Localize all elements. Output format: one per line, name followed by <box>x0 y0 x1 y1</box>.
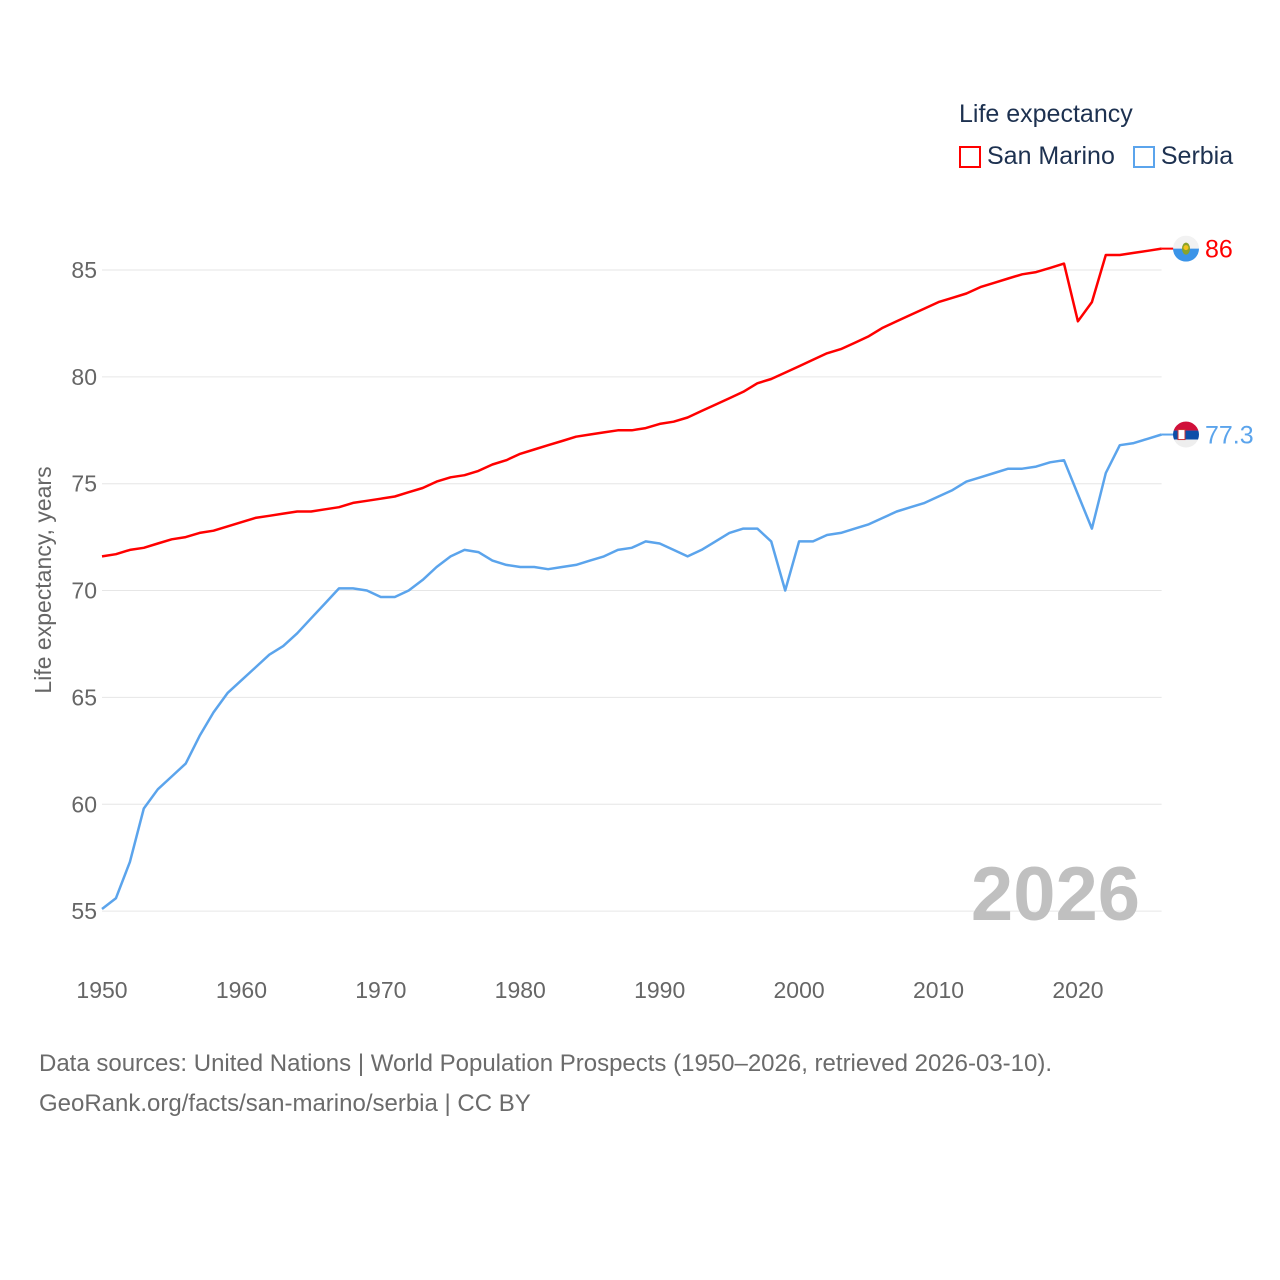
y-tick-label: 80 <box>71 364 97 390</box>
y-axis-label: Life expectancy, years <box>30 466 56 693</box>
legend-label: Serbia <box>1160 142 1234 170</box>
serbia-flag-icon <box>1173 421 1199 448</box>
x-tick-label: 1970 <box>355 977 406 1003</box>
legend-label: San Marino <box>987 142 1115 170</box>
x-tick-label: 2010 <box>913 977 964 1003</box>
y-tick-label: 65 <box>71 684 97 710</box>
y-tick-label: 85 <box>71 257 97 283</box>
san-marino-flag-icon <box>1173 235 1199 262</box>
y-tick-label: 70 <box>71 578 97 604</box>
series-line-san-marino[interactable] <box>101 247 1162 558</box>
legend-swatch <box>959 145 981 168</box>
series-line-serbia[interactable] <box>101 433 1162 910</box>
footer: Data sources: United Nations | World Pop… <box>39 1044 1052 1124</box>
credit-link[interactable]: GeoRank.org/facts/san-marino/serbia | CC… <box>39 1090 531 1117</box>
end-value-label: 77.3 <box>1205 422 1254 450</box>
x-tick-label: 1950 <box>76 977 127 1003</box>
data-sources: Data sources: United Nations | World Pop… <box>39 1050 1053 1077</box>
end-value-label: 86 <box>1205 236 1233 264</box>
year-watermark: 2026 <box>971 852 1140 937</box>
legend: San Marino Serbia <box>959 142 1233 171</box>
legend-item-san-marino[interactable]: San Marino <box>959 142 1115 171</box>
y-tick-label: 60 <box>71 791 97 817</box>
x-tick-label: 1990 <box>634 977 685 1003</box>
x-tick-label: 1960 <box>216 977 267 1003</box>
legend-title: Life expectancy <box>959 100 1133 128</box>
y-tick-label: 55 <box>71 898 97 924</box>
x-tick-label: 2000 <box>774 977 825 1003</box>
legend-item-serbia[interactable]: Serbia <box>1132 142 1234 171</box>
y-tick-label: 75 <box>71 471 97 497</box>
legend-swatch <box>1132 145 1155 168</box>
x-tick-label: 1980 <box>495 977 546 1003</box>
x-tick-label: 2020 <box>1052 977 1103 1003</box>
